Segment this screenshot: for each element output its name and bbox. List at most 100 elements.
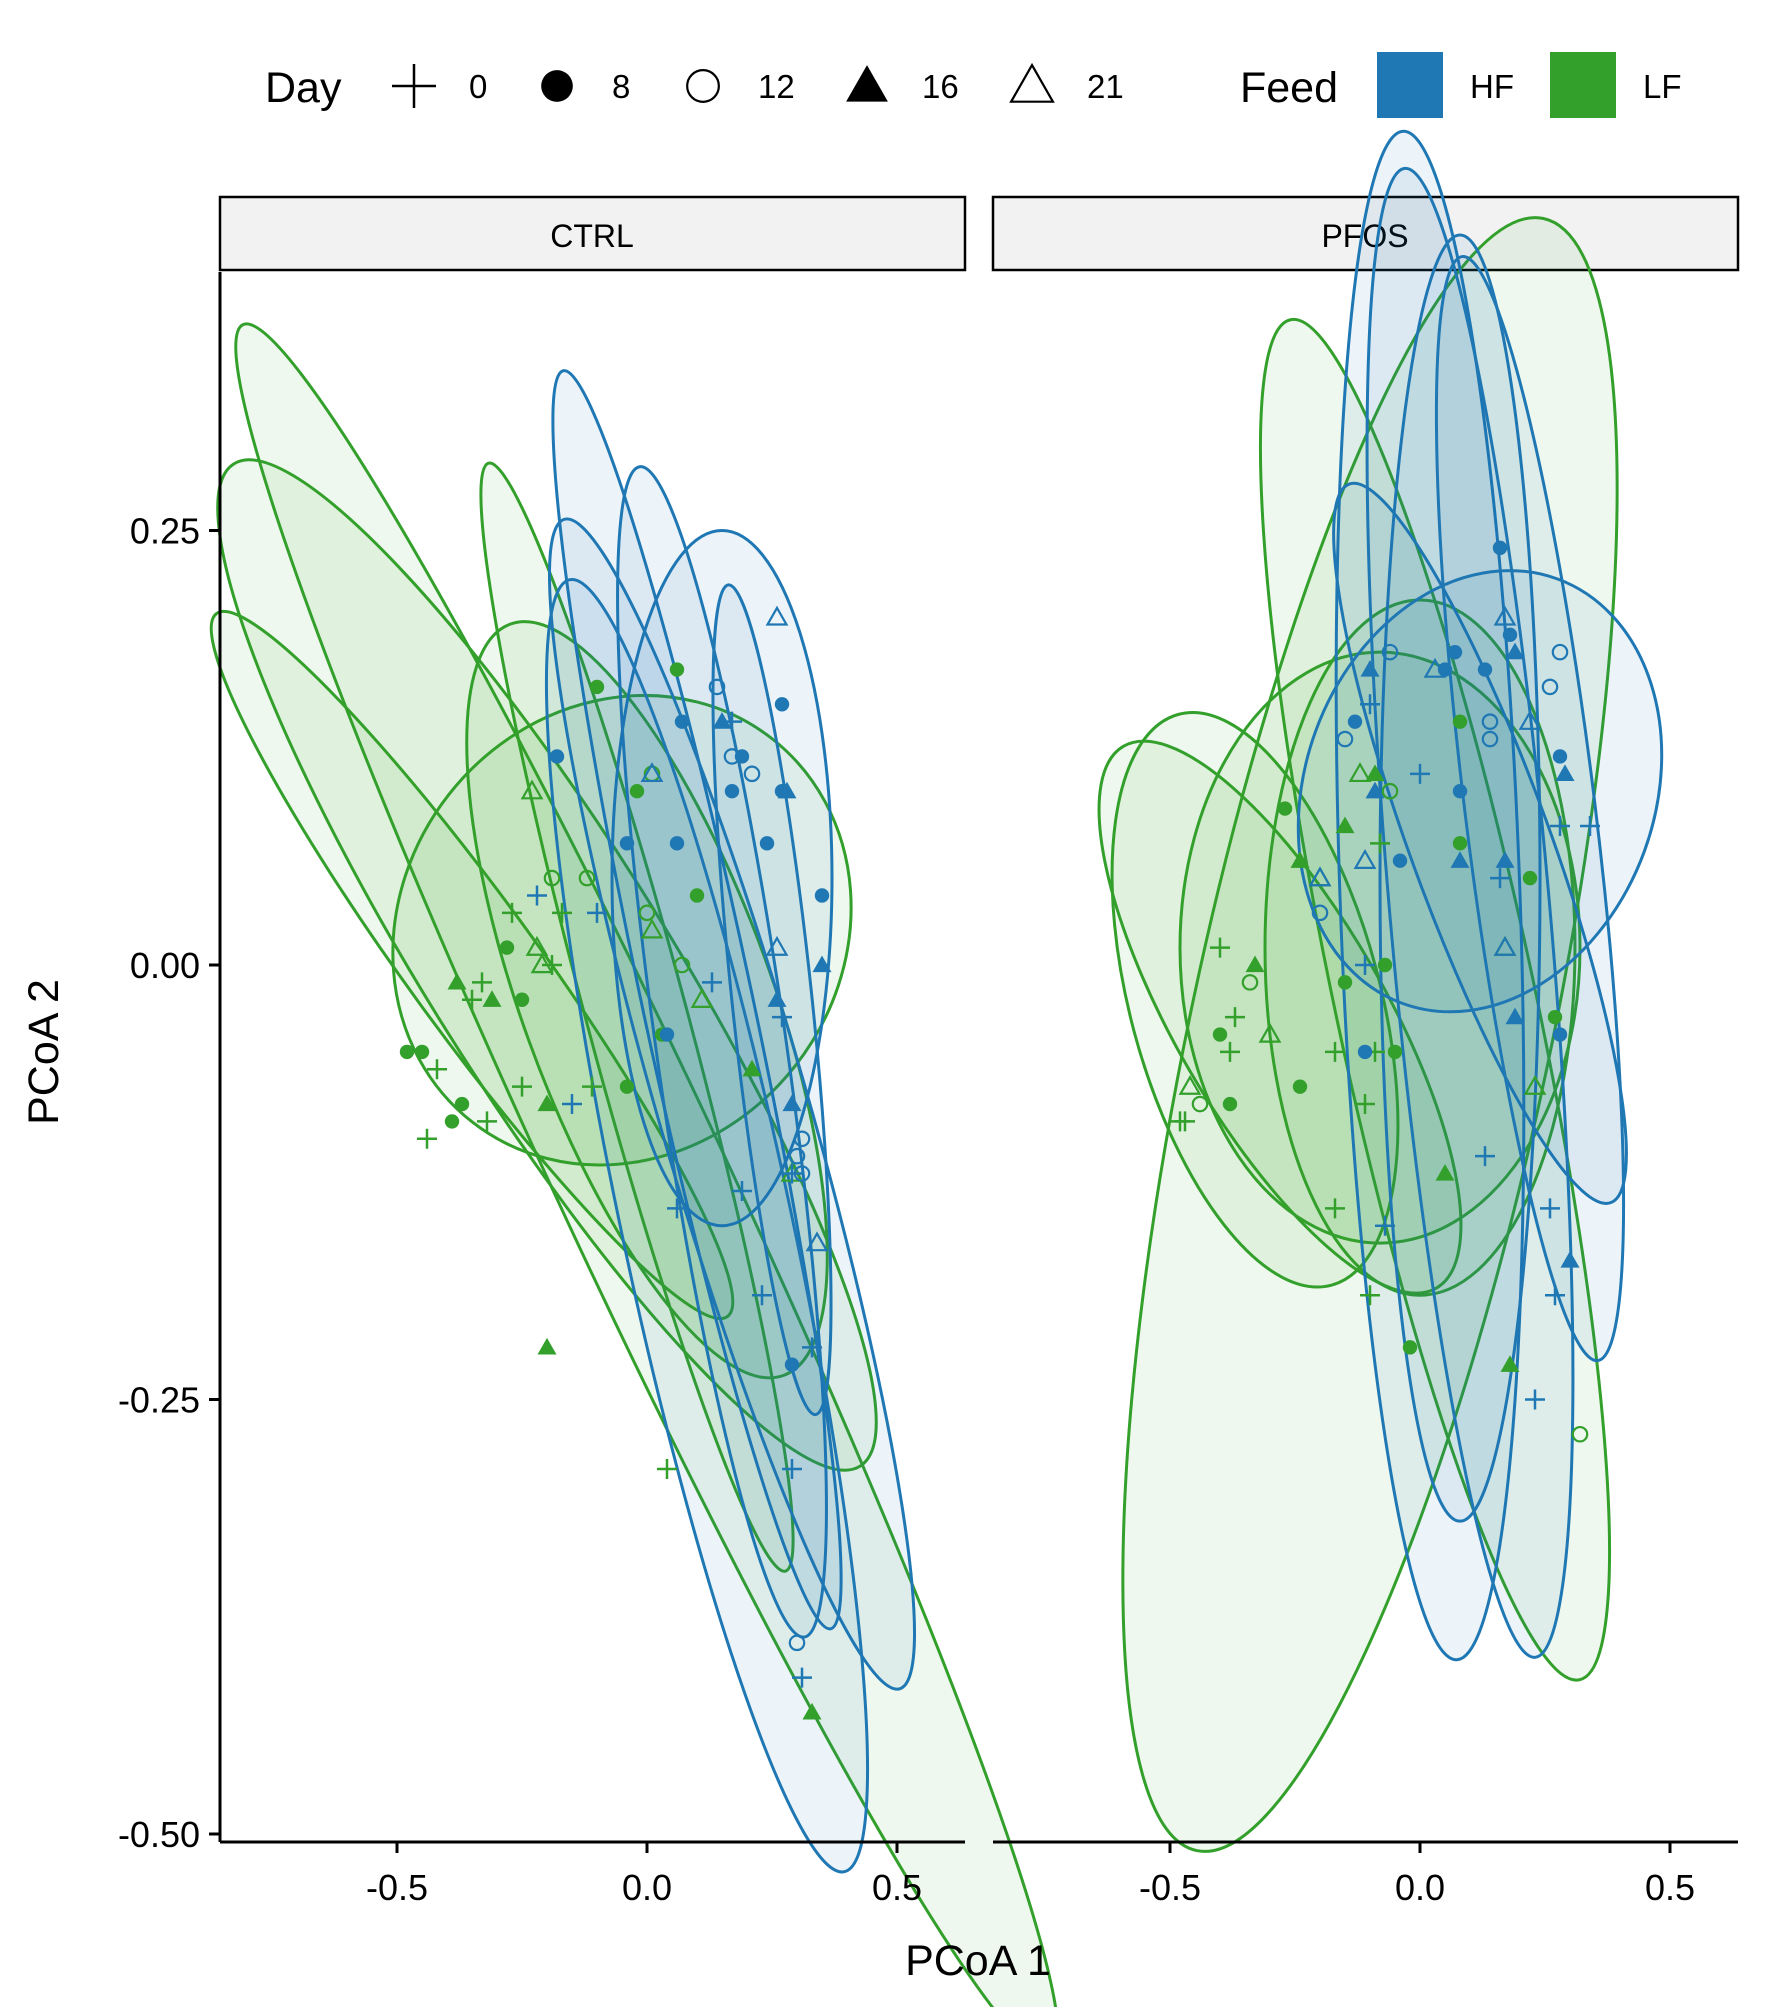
legend-day-title: Day bbox=[265, 64, 342, 112]
legend-day-label: 21 bbox=[1087, 68, 1124, 105]
data-point bbox=[1377, 957, 1393, 973]
data-point bbox=[1580, 815, 1600, 836]
data-point bbox=[1481, 730, 1499, 748]
data-point bbox=[782, 1459, 802, 1480]
data-point bbox=[525, 935, 549, 956]
data-point bbox=[1375, 1215, 1395, 1236]
data-point bbox=[1560, 1250, 1580, 1268]
data-point bbox=[708, 678, 726, 696]
data-point bbox=[1505, 1007, 1525, 1025]
data-point bbox=[689, 888, 705, 903]
ellipse-lf bbox=[234, 322, 1060, 2007]
data-point bbox=[1492, 540, 1508, 556]
data-point bbox=[1348, 762, 1372, 783]
legend-shape-day-0 bbox=[392, 64, 436, 108]
data-point bbox=[812, 955, 832, 973]
data-point bbox=[1355, 955, 1375, 975]
x-tick-label: 0.5 bbox=[872, 1867, 922, 1908]
x-tick-label: 0.0 bbox=[1395, 1867, 1445, 1908]
data-point bbox=[793, 1165, 811, 1182]
data-point bbox=[502, 902, 522, 923]
data-point bbox=[619, 1079, 635, 1094]
data-point bbox=[1222, 1096, 1238, 1112]
data-point bbox=[640, 762, 664, 783]
data-point bbox=[1452, 836, 1468, 851]
data-point bbox=[1525, 1389, 1545, 1410]
data-point bbox=[1191, 1095, 1209, 1113]
ellipse-lf bbox=[1121, 216, 1619, 1853]
data-point bbox=[1325, 1198, 1345, 1219]
axes: 0.25 0.00 -0.25 -0.50 -0.5 0.0 0.5 -0.5 0.0 0.5 bbox=[118, 272, 1738, 1908]
data-point bbox=[1523, 1074, 1547, 1095]
data-point bbox=[472, 972, 492, 993]
data-point bbox=[543, 869, 561, 887]
panel-pfos bbox=[1097, 129, 1664, 1853]
data-point bbox=[444, 1114, 460, 1129]
data-point bbox=[1522, 870, 1538, 886]
data-point bbox=[673, 956, 691, 974]
x-axis-title: PCoA 1 bbox=[905, 1937, 1051, 1985]
data-point bbox=[499, 940, 515, 955]
data-point bbox=[1381, 782, 1399, 800]
data-point bbox=[1493, 935, 1517, 956]
data-point bbox=[1490, 868, 1510, 889]
data-point bbox=[1175, 1111, 1195, 1132]
data-point bbox=[1381, 643, 1399, 661]
data-point bbox=[562, 1094, 582, 1115]
data-point bbox=[782, 1163, 802, 1184]
ellipse-hf bbox=[547, 517, 917, 1691]
data-point bbox=[552, 902, 572, 923]
data-point bbox=[578, 869, 596, 887]
data-point bbox=[669, 662, 685, 677]
data-point bbox=[1450, 851, 1470, 868]
data-point bbox=[1545, 1285, 1565, 1306]
ellipses-pfos bbox=[1097, 129, 1664, 1853]
data-point bbox=[542, 955, 562, 975]
data-point bbox=[1365, 781, 1385, 799]
data-point bbox=[1402, 1340, 1418, 1355]
data-point bbox=[1475, 1146, 1495, 1167]
points-pfos bbox=[1170, 540, 1600, 1443]
data-point bbox=[549, 749, 565, 764]
data-point bbox=[1502, 627, 1518, 642]
data-point bbox=[1435, 1164, 1455, 1181]
data-point bbox=[752, 1285, 772, 1306]
ellipse-hf bbox=[544, 577, 870, 1874]
data-point bbox=[1220, 1041, 1240, 1062]
legend-feed-items: HF LF bbox=[1377, 52, 1682, 118]
data-point bbox=[1360, 1285, 1380, 1306]
data-point bbox=[1541, 678, 1559, 696]
data-point bbox=[1571, 1425, 1589, 1443]
facet-label-ctrl: CTRL bbox=[550, 218, 634, 254]
data-point bbox=[732, 1180, 752, 1201]
points-ctrl bbox=[399, 605, 832, 1720]
data-point bbox=[1308, 866, 1332, 887]
ellipse-lf bbox=[1110, 711, 1400, 1289]
legend: Day 0 8 12 16 21 Feed HF LF bbox=[265, 52, 1682, 118]
data-point bbox=[1392, 853, 1408, 868]
data-point bbox=[1555, 764, 1575, 781]
data-point bbox=[640, 918, 664, 939]
data-point bbox=[1552, 1027, 1568, 1042]
data-point bbox=[1452, 714, 1468, 729]
legend-shape-day-8 bbox=[541, 70, 573, 102]
facet-strip-ctrl: CTRL bbox=[218, 195, 967, 272]
legend-feed-label: HF bbox=[1470, 68, 1514, 105]
data-point bbox=[1547, 1009, 1563, 1025]
data-point bbox=[1365, 764, 1385, 781]
data-point bbox=[447, 972, 467, 990]
data-point bbox=[793, 1130, 811, 1148]
x-tick-label: -0.5 bbox=[366, 1867, 428, 1908]
legend-day-label: 16 bbox=[922, 68, 959, 105]
data-point bbox=[659, 1027, 675, 1042]
data-point bbox=[788, 1634, 806, 1652]
y-tick-label: 0.25 bbox=[130, 511, 200, 552]
data-point bbox=[1258, 1022, 1282, 1043]
data-point bbox=[674, 714, 690, 729]
data-point bbox=[1210, 937, 1230, 958]
ellipses-ctrl bbox=[209, 322, 1060, 2007]
data-point bbox=[1387, 1044, 1403, 1060]
data-point bbox=[724, 784, 740, 799]
data-point bbox=[1481, 713, 1499, 730]
